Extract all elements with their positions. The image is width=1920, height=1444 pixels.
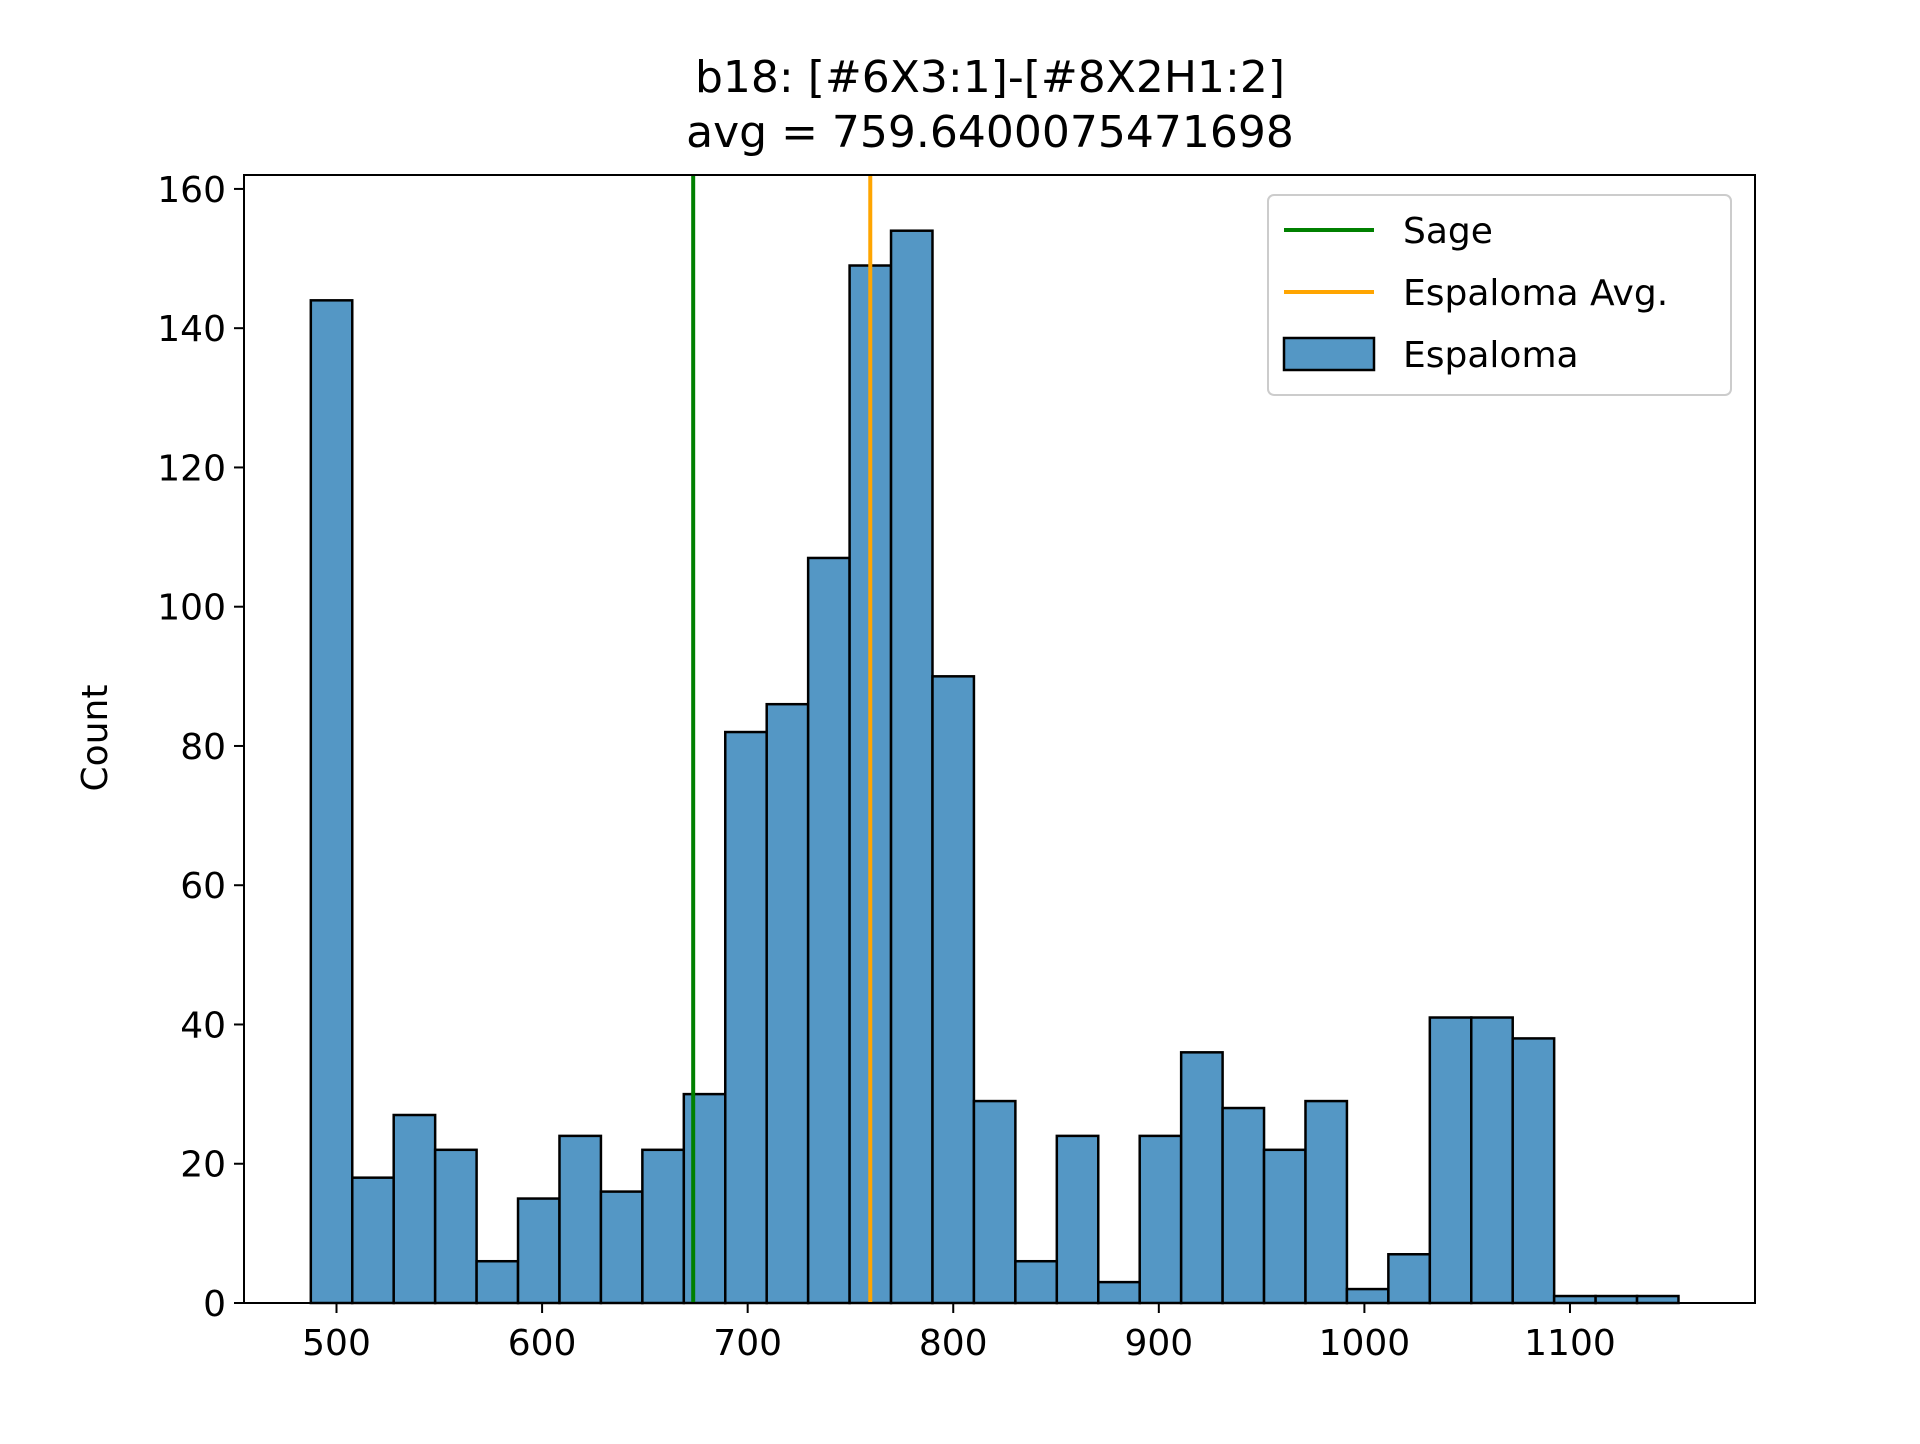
histogram-bar <box>558 1134 603 1305</box>
vlines-layer <box>691 175 873 1303</box>
histogram-bar <box>1428 1016 1473 1305</box>
histogram-bar <box>1138 1134 1183 1305</box>
histogram-bar <box>433 1148 478 1305</box>
x-tick-label: 800 <box>919 1323 988 1364</box>
histogram-bar <box>1304 1099 1349 1305</box>
histogram-bar <box>765 702 810 1305</box>
y-axis-label: Count <box>75 685 116 792</box>
histogram-bar <box>972 1099 1017 1305</box>
chart-title-line2: avg = 759.6400075471698 <box>686 107 1294 158</box>
y-tick-label: 60 <box>180 866 226 907</box>
histogram-bar <box>641 1148 686 1305</box>
histogram-bar <box>475 1259 520 1305</box>
legend-box <box>1267 194 1732 396</box>
histogram-bar <box>1221 1106 1266 1305</box>
y-tick-label: 0 <box>203 1284 226 1325</box>
histogram-bar <box>1055 1134 1100 1305</box>
histogram-bar <box>1470 1016 1514 1305</box>
y-tick-label: 140 <box>157 309 226 350</box>
legend-label-espaloma: Espaloma <box>1403 335 1579 376</box>
y-tick-label: 40 <box>180 1005 226 1046</box>
histogram-bar <box>599 1190 644 1305</box>
histogram-bar <box>1635 1294 1680 1305</box>
y-tick-label: 20 <box>180 1145 226 1186</box>
histogram-bar <box>1014 1259 1059 1305</box>
histogram-bar <box>516 1197 561 1305</box>
histogram-bar <box>931 675 976 1305</box>
legend-label-sage: Sage <box>1403 211 1493 252</box>
y-tick-label: 80 <box>180 727 226 768</box>
histogram-bar <box>889 229 934 1305</box>
histogram-bar <box>682 1092 727 1305</box>
legend-swatch-espaloma <box>1282 336 1376 372</box>
histogram-bar <box>1345 1287 1390 1305</box>
histogram-bar <box>1262 1148 1307 1305</box>
histogram-bar <box>724 730 768 1305</box>
histogram-bar <box>1594 1294 1639 1305</box>
y-tick-label: 120 <box>157 448 226 489</box>
plot-frame <box>243 174 1756 1304</box>
x-tick-label: 700 <box>713 1323 782 1364</box>
histogram-bar <box>1387 1253 1432 1305</box>
x-tick-label: 600 <box>508 1323 577 1364</box>
x-tick-label: 1000 <box>1319 1323 1411 1364</box>
histogram-bar <box>309 299 354 1305</box>
y-axis-ticks: 0 20 40 60 80 100 120 140 160 <box>157 170 244 1325</box>
histogram-bar <box>392 1113 437 1305</box>
chart-title-line1: b18: [#6X3:1]-[#8X2H1:2] <box>695 52 1285 103</box>
histogram-bar <box>351 1176 395 1305</box>
histogram-bar <box>1179 1051 1224 1305</box>
legend-label-espaloma-avg: Espaloma Avg. <box>1403 273 1668 314</box>
x-axis-ticks: 500 600 700 800 900 1000 1100 <box>302 1303 1616 1364</box>
y-tick-label: 160 <box>157 170 226 211</box>
x-tick-label: 900 <box>1124 1323 1193 1364</box>
histogram-bar <box>1552 1294 1597 1305</box>
y-tick-label: 100 <box>157 588 226 629</box>
x-tick-label: 1100 <box>1524 1323 1616 1364</box>
legend: Sage Espaloma Avg. Espaloma <box>1267 194 1732 396</box>
histogram-bar <box>806 556 851 1305</box>
x-tick-label: 500 <box>302 1323 371 1364</box>
histogram-bar <box>1511 1037 1556 1305</box>
histogram-bar <box>1097 1280 1141 1305</box>
